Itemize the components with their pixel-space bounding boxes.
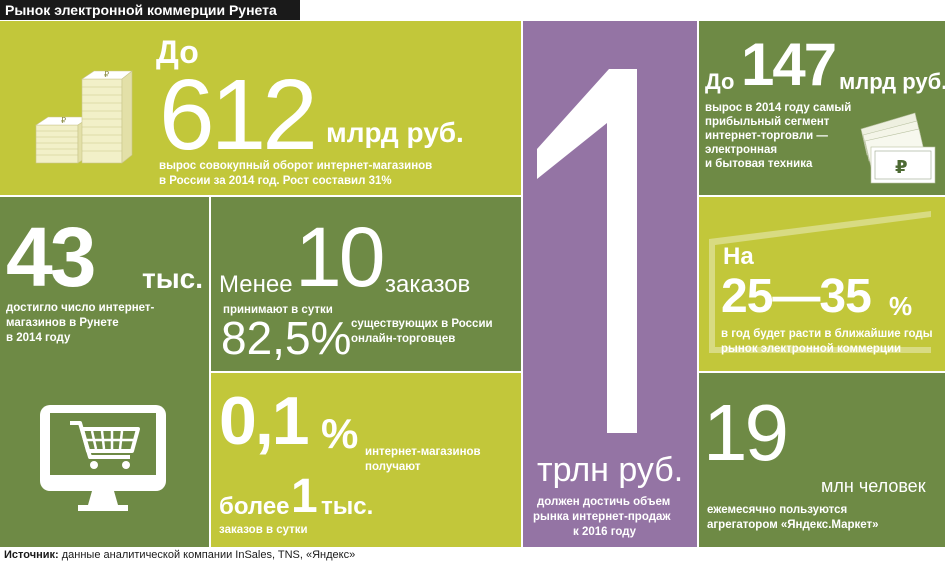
svg-text:₽: ₽ xyxy=(61,116,66,125)
growth-value: 25—35 xyxy=(721,270,872,323)
orders-value: 10 xyxy=(295,210,385,304)
market-desc-1: ежемесячно пользуются xyxy=(707,504,848,516)
growth-desc-2: рынок электронной коммерции xyxy=(721,343,902,355)
panel-orders: Менее 10 заказов принимают в сутки 82,5%… xyxy=(211,197,521,371)
top-shops-unit: % xyxy=(321,410,359,457)
panel-market: 19 млн человек ежемесячно пользуются агр… xyxy=(699,373,945,547)
source-label: Источник: xyxy=(4,549,59,561)
electronics-unit: млрд руб. xyxy=(839,69,945,94)
electronics-desc-2: прибыльный сегмент xyxy=(705,116,830,128)
top-shops-value: 0,1 xyxy=(219,383,310,459)
turnover-unit: млрд руб. xyxy=(326,117,464,148)
page-title: Рынок электронной коммерции Рунета xyxy=(5,2,277,18)
orders-unit: заказов xyxy=(385,271,471,298)
svg-text:₽: ₽ xyxy=(895,157,908,178)
orders-prefix: Менее xyxy=(219,271,293,298)
shops-unit: тыс. xyxy=(142,263,203,294)
top-shops-desc-1: интернет-магазинов xyxy=(365,446,481,458)
trillion-desc-3: к 2016 году xyxy=(573,526,637,538)
electronics-prefix: До xyxy=(705,69,735,94)
electronics-desc-4: электронная xyxy=(705,144,778,156)
panel-electronics: До 147 млрд руб. вырос в 2014 году самый… xyxy=(699,21,945,195)
panel-top-shops: 0,1 % интернет-магазинов получают более … xyxy=(211,373,521,547)
source-text: данные аналитической компании InSales, T… xyxy=(61,549,356,561)
growth-ribbon-shape xyxy=(709,211,931,353)
market-unit: млн человек xyxy=(821,476,926,496)
orders-percent: 82,5% xyxy=(221,312,352,364)
market-value: 19 xyxy=(703,388,789,477)
svg-text:₽: ₽ xyxy=(104,70,109,79)
trillion-value-figure xyxy=(537,69,637,433)
shops-desc-2: магазинов в Рунете xyxy=(6,317,119,329)
top-shops-unit2: тыс. xyxy=(321,493,374,520)
ruble-stacks-icon: ₽ ₽ xyxy=(35,70,133,164)
panel-turnover: ₽ ₽ До 612 млрд руб. вырос совокупный об… xyxy=(0,21,521,195)
growth-desc-1: в год будет расти в ближайшие годы xyxy=(721,328,933,340)
shops-desc-3: в 2014 году xyxy=(6,332,71,344)
turnover-desc-1: вырос совокупный оборот интернет-магазин… xyxy=(159,160,433,172)
ruble-banknotes-icon: ₽ xyxy=(860,112,936,184)
market-desc-2: агрегатором «Яндекс.Маркет» xyxy=(707,519,879,531)
electronics-desc-5: и бытовая техника xyxy=(705,158,813,170)
top-shops-value2: 1 xyxy=(291,470,318,523)
turnover-value: 612 xyxy=(159,59,318,171)
top-shops-desc-2: получают xyxy=(365,461,421,473)
panel-trillion: трлн руб. должен достичь объем рынка инт… xyxy=(523,21,697,547)
panel-shops: 43 тыс. достигло число интернет- магазин… xyxy=(0,197,209,547)
turnover-prefix: До xyxy=(156,34,199,70)
turnover-desc-2: в России за 2014 год. Рост составил 31% xyxy=(159,175,392,187)
top-shops-prefix2: более xyxy=(219,493,290,520)
orders-desc-3: онлайн-торговцев xyxy=(351,333,456,345)
orders-desc-2: существующих в России xyxy=(351,318,493,330)
orders-desc-1: принимают в сутки xyxy=(223,304,333,316)
top-shops-desc-3: заказов в сутки xyxy=(219,524,308,536)
panel-growth: На 25—35 % в год будет расти в ближайшие… xyxy=(699,197,945,371)
trillion-desc-1: должен достичь объем xyxy=(537,496,671,508)
source-footer: Источник: данные аналитической компании … xyxy=(4,549,355,561)
electronics-desc-1: вырос в 2014 году самый xyxy=(705,102,852,114)
trillion-desc-2: рынка интернет-продаж xyxy=(533,511,671,523)
shops-value: 43 xyxy=(6,210,96,304)
shops-desc-1: достигло число интернет- xyxy=(6,302,155,314)
electronics-value: 147 xyxy=(741,31,837,98)
shopping-cart-monitor-icon xyxy=(40,405,166,511)
trillion-unit: трлн руб. xyxy=(537,451,684,489)
electronics-desc-3: интернет-торговли — xyxy=(705,130,828,142)
growth-unit: % xyxy=(889,291,913,321)
growth-prefix: На xyxy=(723,243,754,270)
header-bar: Рынок электронной коммерции Рунета xyxy=(0,0,300,20)
